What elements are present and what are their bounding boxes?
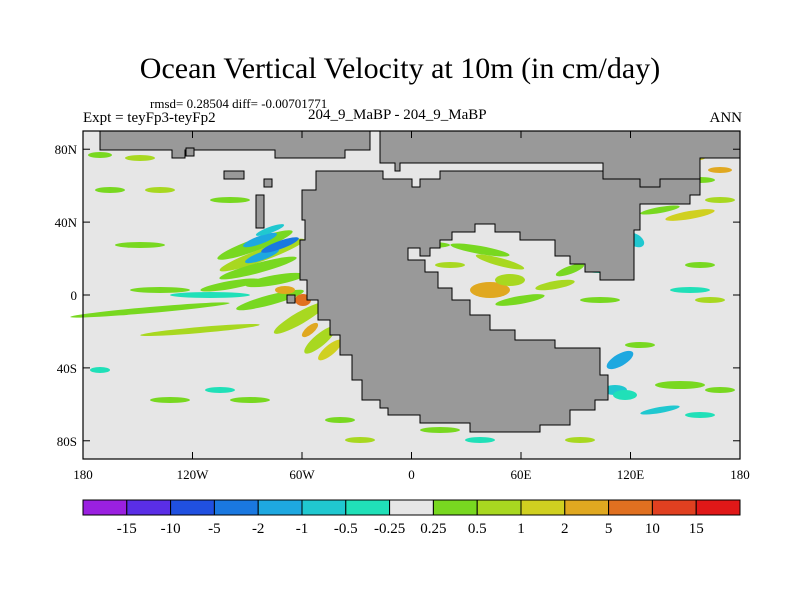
stats-label: rmsd= 0.28504 diff= -0.00701771 — [150, 96, 328, 111]
small-island-1 — [223, 170, 245, 180]
velocity-patch — [243, 232, 277, 248]
lat-tick-label: 80S — [57, 434, 77, 449]
velocity-patch — [580, 297, 620, 303]
velocity-patch — [88, 152, 112, 158]
small-island-2 — [255, 194, 265, 229]
lon-tick-label: 180 — [730, 467, 750, 482]
chart-title: Ocean Vertical Velocity at 10m (in cm/da… — [139, 52, 661, 85]
velocity-patch — [245, 272, 305, 288]
velocity-patch — [670, 287, 710, 293]
velocity-patch — [261, 237, 299, 253]
lon-tick-label: 0 — [408, 467, 415, 482]
velocity-patch — [555, 263, 585, 277]
velocity-patch — [613, 390, 637, 400]
velocity-patch — [705, 387, 735, 393]
lon-tick-label: 60E — [511, 467, 532, 482]
velocity-patch — [150, 397, 190, 403]
lat-tick-label: 40N — [55, 215, 78, 230]
velocity-patch — [325, 417, 355, 423]
velocity-patch — [210, 197, 250, 203]
lat-tick-label: 40S — [57, 361, 77, 376]
velocity-patch — [140, 323, 260, 337]
velocity-patch — [640, 205, 680, 215]
velocity-patch — [301, 322, 319, 338]
velocity-patch — [170, 292, 250, 298]
velocity-patch — [230, 397, 270, 403]
small-island-3 — [263, 178, 273, 188]
velocity-patch — [708, 167, 732, 173]
velocity-patch — [318, 339, 342, 361]
velocity-patch — [219, 256, 297, 280]
velocity-patch — [200, 278, 260, 292]
velocity-patch — [470, 282, 510, 298]
velocity-patch — [115, 242, 165, 248]
velocity-patch — [450, 243, 510, 257]
velocity-patch — [90, 367, 110, 373]
west-continent — [299, 170, 701, 433]
velocity-patch — [685, 412, 715, 418]
velocity-patch — [435, 262, 465, 268]
expt-label: Expt = teyFp3-teyFp2 — [83, 110, 216, 126]
lon-tick-label: 60W — [289, 467, 315, 482]
velocity-patch — [304, 326, 336, 354]
lon-tick-label: 120W — [177, 467, 210, 482]
velocity-patch — [70, 302, 230, 318]
small-island-5 — [185, 147, 195, 157]
velocity-patch — [420, 427, 460, 433]
velocity-patch — [255, 224, 285, 236]
velocity-patch — [655, 381, 705, 389]
lon-tick-label: 180 — [73, 467, 93, 482]
velocity-patch — [145, 187, 175, 193]
small-island-4 — [286, 294, 296, 304]
velocity-patch — [95, 187, 125, 193]
lat-tick-label: 80N — [55, 142, 78, 157]
velocity-patch — [705, 197, 735, 203]
velocity-patch — [275, 286, 295, 294]
velocity-patch — [345, 437, 375, 443]
velocity-patch — [465, 437, 495, 443]
velocity-patch — [205, 387, 235, 393]
velocity-patch — [245, 248, 279, 264]
velocity-patch — [495, 274, 525, 286]
velocity-patch — [535, 279, 575, 291]
velocity-patch — [125, 155, 155, 161]
velocity-patch — [640, 405, 680, 415]
velocity-patch — [130, 287, 190, 293]
velocity-patch — [625, 342, 655, 348]
cases-label: 204_9_MaBP - 204_9_MaBP — [308, 107, 487, 123]
velocity-patch — [565, 437, 595, 443]
velocity-patch — [665, 209, 715, 221]
velocity-patch — [685, 262, 715, 268]
season-label: ANN — [709, 110, 743, 126]
velocity-patch — [495, 294, 545, 306]
velocity-patch — [475, 254, 525, 270]
velocity-patch — [695, 297, 725, 303]
lat-tick-label: 0 — [71, 288, 78, 303]
velocity-patch — [273, 302, 327, 334]
lon-tick-label: 120E — [617, 467, 645, 482]
velocity-patch — [606, 350, 634, 370]
